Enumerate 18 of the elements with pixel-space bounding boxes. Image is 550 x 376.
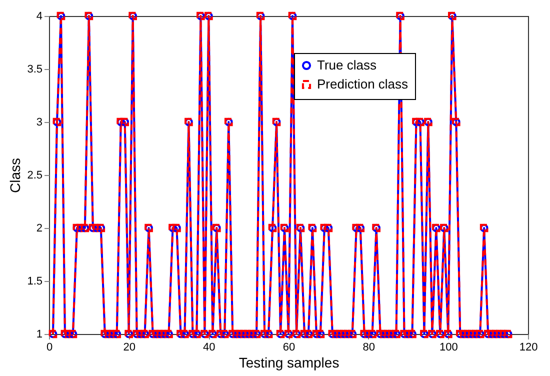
x-tick-label: 120 bbox=[519, 342, 538, 354]
x-tick-label: 0 bbox=[46, 342, 53, 354]
y-tick-label: 4 bbox=[36, 10, 42, 22]
y-tick-label: 1.5 bbox=[27, 276, 42, 288]
y-tick-label: 1 bbox=[36, 328, 42, 340]
x-tick-label: 100 bbox=[439, 342, 458, 354]
x-tick-label: 20 bbox=[123, 342, 136, 354]
y-tick-label: 3.5 bbox=[27, 64, 42, 76]
y-tick-label: 3 bbox=[36, 116, 42, 128]
x-tick-label: 60 bbox=[282, 342, 296, 354]
y-tick-label: 2 bbox=[36, 222, 42, 234]
x-tick-label: 40 bbox=[203, 342, 216, 354]
y-axis-title: Class bbox=[7, 158, 24, 194]
y-tick-label: 2.5 bbox=[27, 170, 42, 182]
x-tick-label: 80 bbox=[362, 342, 375, 354]
legend-label: True class bbox=[317, 58, 377, 72]
x-axis-title: Testing samples bbox=[238, 354, 340, 370]
legend-label: Prediction class bbox=[317, 76, 409, 92]
